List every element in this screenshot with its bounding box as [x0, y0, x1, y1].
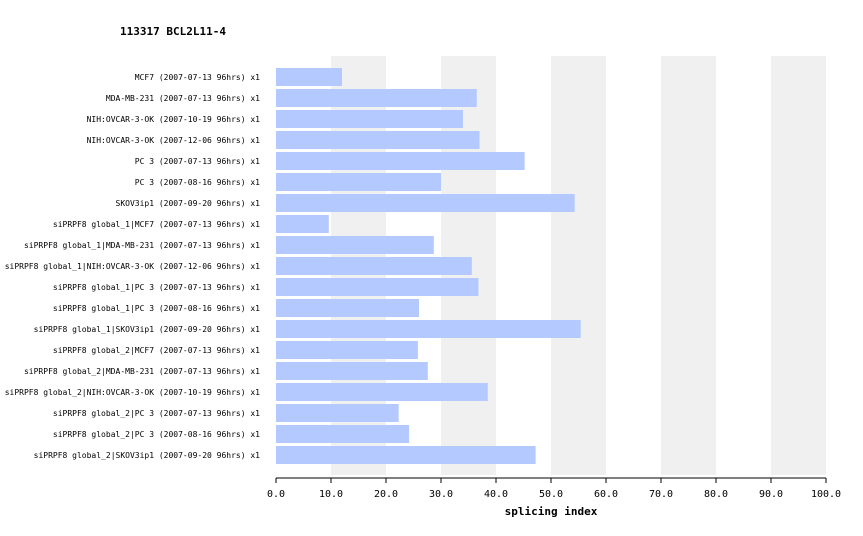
category-label: siPRPF8 global_1|PC 3 (2007-07-13 96hrs)…: [53, 283, 260, 292]
bar: [276, 194, 575, 212]
x-tick-label: 10.0: [319, 489, 343, 500]
grid-band: [661, 56, 716, 475]
bar: [276, 362, 428, 380]
x-tick-label: 40.0: [484, 489, 508, 500]
category-label: siPRPF8 global_2|SKOV3ip1 (2007-09-20 96…: [34, 451, 261, 460]
bar: [276, 89, 477, 107]
bar: [276, 383, 488, 401]
category-label: NIH:OVCAR-3-OK (2007-12-06 96hrs) x1: [87, 136, 261, 145]
category-label: siPRPF8 global_2|PC 3 (2007-08-16 96hrs)…: [53, 430, 260, 439]
bar: [276, 320, 581, 338]
category-label: NIH:OVCAR-3-OK (2007-10-19 96hrs) x1: [87, 115, 261, 124]
category-label: SKOV3ip1 (2007-09-20 96hrs) x1: [116, 199, 261, 208]
grid-band: [606, 56, 661, 475]
category-label: siPRPF8 global_1|SKOV3ip1 (2007-09-20 96…: [34, 325, 261, 334]
category-label: siPRPF8 global_1|MDA-MB-231 (2007-07-13 …: [24, 241, 260, 250]
x-tick-label: 90.0: [759, 489, 783, 500]
bar: [276, 404, 399, 422]
category-label: siPRPF8 global_1|PC 3 (2007-08-16 96hrs)…: [53, 304, 260, 313]
bar: [276, 257, 472, 275]
bar: [276, 173, 441, 191]
x-tick-label: 100.0: [811, 489, 841, 500]
bar: [276, 215, 329, 233]
category-label: siPRPF8 global_2|MDA-MB-231 (2007-07-13 …: [24, 367, 260, 376]
bars: [276, 68, 581, 464]
category-label: siPRPF8 global_2|PC 3 (2007-07-13 96hrs)…: [53, 409, 260, 418]
category-label: PC 3 (2007-08-16 96hrs) x1: [135, 178, 260, 187]
bar: [276, 110, 463, 128]
bar: [276, 68, 342, 86]
bar: [276, 299, 419, 317]
category-label: siPRPF8 global_2|MCF7 (2007-07-13 96hrs)…: [53, 346, 260, 355]
grid-band: [716, 56, 771, 475]
bar: [276, 446, 536, 464]
category-label: MDA-MB-231 (2007-07-13 96hrs) x1: [106, 94, 260, 103]
bar: [276, 425, 410, 443]
grid-band: [496, 56, 551, 475]
grid-band: [551, 56, 606, 475]
x-axis: 0.0 10.0 20.0 30.0 40.0 50.0 60.0 70.0 80.0 90.0 1…: [267, 477, 841, 500]
category-label: siPRPF8 global_2|NIH:OVCAR-3-OK (2007-10…: [5, 388, 260, 397]
x-tick-label: 20.0: [374, 489, 398, 500]
category-label: siPRPF8 global_1|NIH:OVCAR-3-OK (2007-12…: [5, 262, 260, 271]
x-tick-label: 0.0: [267, 489, 285, 500]
bar: [276, 131, 480, 149]
x-tick-label: 50.0: [539, 489, 563, 500]
category-label: PC 3 (2007-07-13 96hrs) x1: [135, 157, 260, 166]
bar: [276, 152, 525, 170]
category-label: siPRPF8 global_1|MCF7 (2007-07-13 96hrs)…: [53, 220, 260, 229]
bar: [276, 236, 434, 254]
category-label: MCF7 (2007-07-13 96hrs) x1: [135, 73, 260, 82]
bar: [276, 341, 418, 359]
x-axis-label: splicing index: [505, 505, 598, 518]
x-tick-label: 70.0: [649, 489, 673, 500]
grid-band: [771, 56, 826, 475]
x-tick-label: 60.0: [594, 489, 618, 500]
chart-title: 113317 BCL2L11-4: [120, 25, 226, 38]
x-tick-label: 30.0: [429, 489, 453, 500]
x-tick-label: 80.0: [704, 489, 728, 500]
category-labels: MCF7 (2007-07-13 96hrs) x1 MDA-MB-231 (20…: [5, 73, 260, 460]
bar: [276, 278, 479, 296]
